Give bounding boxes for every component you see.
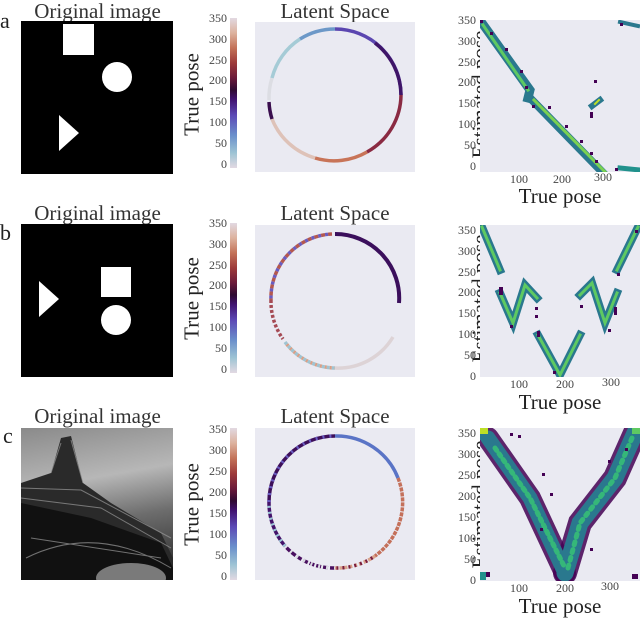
colorbar-label-a: True pose [179, 53, 204, 136]
cbar-tick: 150 [209, 299, 227, 314]
cbar-tick: 350 [209, 422, 227, 436]
y-tick: 0 [470, 573, 476, 587]
original-image-title-c: Original image [34, 404, 161, 428]
x-tick: 300 [601, 579, 619, 593]
y-tick: 200 [458, 285, 476, 300]
cbar-tick: 200 [209, 485, 227, 499]
y-tick: 350 [458, 426, 476, 440]
y-tick: 200 [458, 75, 476, 90]
colorbar-ticks-c: 350 300 250 200 150 100 50 0 [203, 423, 227, 584]
cbar-tick: 300 [209, 236, 227, 251]
row-letter-b: b [0, 220, 11, 245]
cbar-tick: 200 [209, 73, 227, 88]
x-tick: 100 [510, 581, 528, 595]
row-letter-a: a [0, 8, 10, 33]
original-image-title-a: Original image [34, 0, 161, 23]
y-tick: 250 [458, 264, 476, 279]
y-tick: 300 [458, 243, 476, 258]
heatmap-xlabel-c: True pose [518, 594, 602, 618]
cbar-tick: 0 [221, 569, 227, 583]
y-tick: 300 [458, 447, 476, 461]
y-tick: 250 [458, 54, 476, 69]
cbar-tick: 0 [221, 361, 227, 376]
cbar-tick: 350 [209, 216, 227, 230]
latent-title-c: Latent Space [280, 404, 390, 428]
x-tick: 300 [594, 170, 612, 184]
x-tick: 100 [510, 377, 528, 391]
latent-title-a: Latent Space [280, 0, 390, 23]
heatmap-yticks-c: 350 300 250 200 150 100 50 0 [452, 427, 476, 588]
y-tick: 150 [458, 306, 476, 321]
latent-plot-c [255, 428, 415, 580]
y-tick: 0 [470, 158, 476, 173]
heatmap-xlabel-a: True pose [518, 184, 602, 208]
x-tick: 200 [553, 172, 571, 186]
cbar-tick: 200 [209, 278, 227, 293]
y-tick: 100 [458, 116, 476, 131]
y-tick: 150 [458, 510, 476, 524]
original-image-c [21, 428, 173, 580]
cbar-tick: 100 [209, 319, 227, 334]
original-image-title-b: Original image [34, 201, 161, 225]
latent-title-b: Latent Space [280, 201, 390, 225]
heatmap-yticks-b: 350 300 250 200 150 100 50 0 [452, 224, 476, 384]
cbar-tick: 300 [209, 443, 227, 457]
cbar-tick: 150 [209, 94, 227, 109]
heatmap-xlabel-b: True pose [518, 390, 602, 414]
cbar-tick: 250 [209, 257, 227, 272]
heatmap-c [480, 428, 640, 581]
cbar-tick: 50 [215, 548, 227, 562]
colorbar-b [230, 223, 237, 373]
y-tick: 350 [458, 13, 476, 27]
y-tick: 350 [458, 223, 476, 237]
cbar-tick: 250 [209, 52, 227, 67]
y-tick: 0 [470, 368, 476, 383]
x-tick: 200 [556, 377, 574, 391]
triangle-shape [59, 115, 79, 151]
heatmap-b [480, 225, 640, 377]
row-letter-c: c [3, 423, 13, 448]
original-image-a [21, 21, 173, 174]
triangle-shape [39, 281, 59, 317]
y-tick: 100 [458, 531, 476, 545]
latent-plot-a [255, 22, 415, 172]
y-tick: 150 [458, 96, 476, 111]
circle-shape [102, 62, 132, 92]
square-shape [63, 24, 94, 55]
x-tick: 100 [510, 172, 528, 186]
y-tick: 50 [464, 137, 476, 152]
y-tick: 50 [464, 347, 476, 362]
y-tick: 100 [458, 326, 476, 341]
colorbar-ticks-a: 350 300 250 200 150 100 50 0 [203, 12, 227, 172]
cbar-tick: 300 [209, 31, 227, 46]
y-tick: 200 [458, 489, 476, 503]
heatmap-yticks-a: 350 300 250 200 150 100 50 0 [452, 14, 476, 174]
y-tick: 300 [458, 33, 476, 48]
colorbar-a [230, 18, 237, 168]
circle-shape [101, 305, 131, 335]
x-tick: 300 [602, 375, 620, 389]
heatmap-a [480, 20, 640, 172]
cbar-tick: 50 [215, 340, 227, 355]
cbar-tick: 100 [209, 527, 227, 541]
colorbar-label-b: True pose [179, 257, 204, 340]
latent-plot-b [255, 225, 415, 377]
x-tick: 200 [556, 581, 574, 595]
cbar-tick: 150 [209, 506, 227, 520]
y-tick: 250 [458, 468, 476, 482]
cbar-tick: 0 [221, 156, 227, 171]
square-shape [101, 267, 131, 297]
cbar-tick: 100 [209, 114, 227, 129]
cbar-tick: 350 [209, 11, 227, 25]
colorbar-c [230, 428, 237, 580]
colorbar-label-c: True pose [179, 463, 204, 546]
cbar-tick: 50 [215, 135, 227, 150]
original-image-b [21, 224, 173, 377]
cbar-tick: 250 [209, 464, 227, 478]
colorbar-ticks-b: 350 300 250 200 150 100 50 0 [203, 217, 227, 377]
y-tick: 50 [464, 552, 476, 566]
